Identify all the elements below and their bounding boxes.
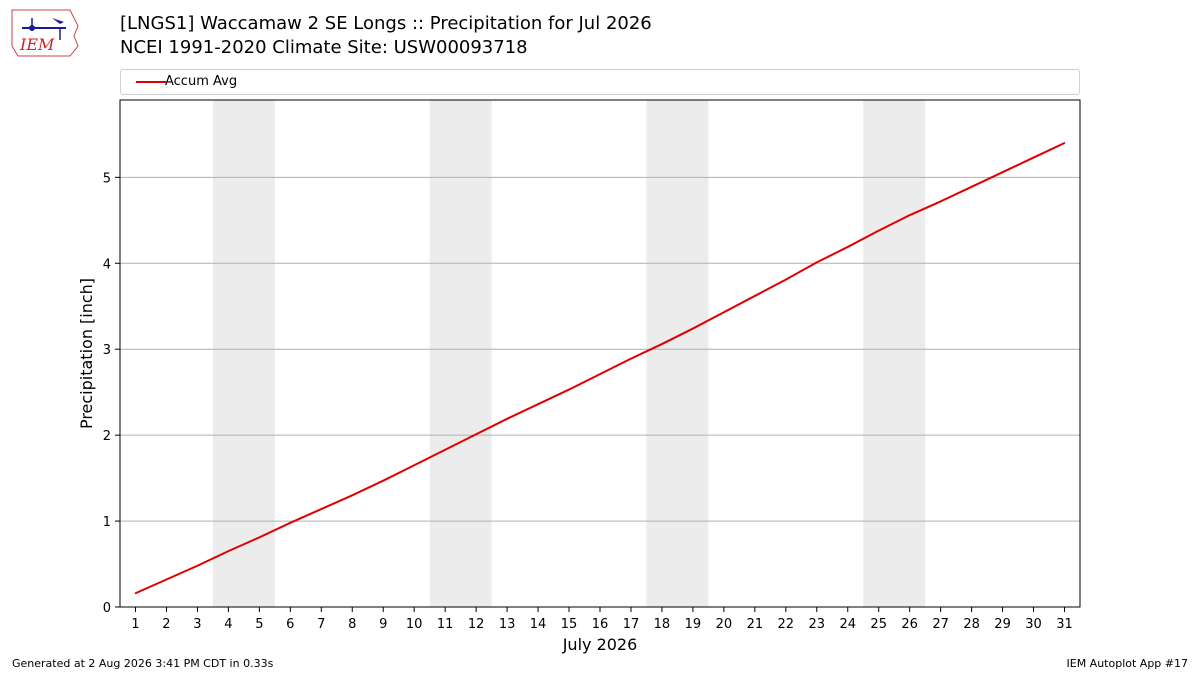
x-tick-label-30: 30 bbox=[1025, 617, 1042, 632]
generated-timestamp: Generated at 2 Aug 2026 3:41 PM CDT in 0… bbox=[12, 657, 274, 670]
series-point-day-9 bbox=[382, 479, 385, 482]
series-point-day-29 bbox=[1001, 171, 1004, 173]
x-axis-ticks: 1 2 3 4 5 6 7 8 9 10 11 12 13 14 15 16 17 18 19 20 21 22 23 24 2… bbox=[131, 607, 1073, 632]
series-point-day-19 bbox=[692, 327, 694, 330]
series-point-day-5 bbox=[258, 536, 261, 539]
x-tick-label-20: 20 bbox=[716, 617, 733, 632]
series-point-day-8 bbox=[351, 494, 354, 497]
series-point-day-28 bbox=[970, 185, 973, 188]
y-axis-ticks: 0 1 2 3 4 5 bbox=[103, 171, 120, 616]
y-tick-label-3: 3 bbox=[103, 343, 111, 358]
chart-title-line1: [LNGS1] Waccamaw 2 SE Longs :: Precipita… bbox=[120, 13, 652, 34]
x-tick-label-26: 26 bbox=[901, 617, 918, 632]
x-tick-label-24: 24 bbox=[839, 617, 856, 632]
series-point-day-22 bbox=[785, 278, 787, 281]
series-point-day-14 bbox=[537, 403, 539, 406]
chart-title: [LNGS1] Waccamaw 2 SE Longs :: Precipita… bbox=[120, 12, 652, 60]
series-point-day-20 bbox=[723, 311, 725, 314]
series-point-day-3 bbox=[196, 564, 199, 567]
x-tick-label-17: 17 bbox=[623, 617, 640, 632]
y-tick-label-2: 2 bbox=[103, 429, 111, 444]
x-tick-label-29: 29 bbox=[994, 617, 1011, 632]
series-point-day-31 bbox=[1063, 142, 1066, 144]
series-point-day-13 bbox=[506, 418, 508, 420]
autoplot-app-label: IEM Autoplot App #17 bbox=[1066, 657, 1189, 670]
series-point-day-24 bbox=[846, 246, 849, 248]
chart-title-line2: NCEI 1991-2020 Climate Site: USW00093718 bbox=[120, 37, 528, 58]
x-tick-label-22: 22 bbox=[778, 617, 795, 632]
series-point-day-12 bbox=[475, 433, 477, 436]
legend-swatch-accum-avg bbox=[136, 81, 166, 83]
series-point-day-6 bbox=[289, 521, 292, 524]
weekend-shade-1 bbox=[212, 100, 275, 607]
x-tick-label-4: 4 bbox=[224, 617, 232, 632]
x-tick-label-21: 21 bbox=[747, 617, 764, 632]
x-tick-label-18: 18 bbox=[654, 617, 671, 632]
x-tick-label-6: 6 bbox=[286, 617, 294, 632]
grid-layer bbox=[120, 176, 1080, 522]
iem-logo-text: IEM bbox=[19, 35, 55, 54]
x-tick-label-27: 27 bbox=[932, 617, 949, 632]
series-point-day-25 bbox=[877, 229, 880, 232]
x-tick-label-25: 25 bbox=[870, 617, 887, 632]
x-tick-label-1: 1 bbox=[131, 617, 139, 632]
x-tick-label-2: 2 bbox=[162, 617, 170, 632]
series-point-day-11 bbox=[444, 448, 446, 451]
y-tick-label-0: 0 bbox=[103, 601, 111, 616]
legend-label-accum-avg: Accum Avg bbox=[165, 74, 238, 89]
weekend-shade-2 bbox=[429, 100, 492, 607]
series-point-day-26 bbox=[908, 214, 911, 216]
iowa-outline-shape bbox=[11, 9, 79, 57]
y-tick-label-5: 5 bbox=[103, 171, 111, 186]
legend: Accum Avg bbox=[120, 69, 1080, 95]
x-tick-label-13: 13 bbox=[499, 617, 516, 632]
y-axis-label: Precipitation [inch] bbox=[77, 278, 96, 429]
series-point-day-15 bbox=[568, 388, 570, 391]
weekend-shading-layer bbox=[212, 100, 926, 607]
series-point-day-16 bbox=[599, 373, 601, 375]
x-tick-label-3: 3 bbox=[193, 617, 201, 632]
series-point-day-21 bbox=[754, 295, 756, 297]
series-point-day-2 bbox=[165, 578, 168, 581]
series-point-day-27 bbox=[939, 200, 942, 203]
x-tick-label-28: 28 bbox=[963, 617, 980, 632]
series-point-day-7 bbox=[320, 508, 323, 510]
x-tick-label-9: 9 bbox=[379, 617, 387, 632]
x-tick-label-7: 7 bbox=[317, 617, 325, 632]
y-tick-label-4: 4 bbox=[103, 257, 111, 272]
series-point-day-10 bbox=[413, 464, 415, 467]
x-tick-label-31: 31 bbox=[1056, 617, 1073, 632]
series-point-day-4 bbox=[227, 550, 230, 552]
x-tick-label-11: 11 bbox=[437, 617, 454, 632]
series-point-day-1 bbox=[134, 592, 137, 595]
x-tick-label-5: 5 bbox=[255, 617, 263, 632]
series-point-day-17 bbox=[630, 357, 632, 360]
weekend-shade-3 bbox=[646, 100, 709, 607]
x-tick-label-14: 14 bbox=[530, 617, 547, 632]
x-tick-label-16: 16 bbox=[592, 617, 609, 632]
series-point-day-23 bbox=[815, 261, 818, 264]
x-tick-label-15: 15 bbox=[561, 617, 578, 632]
x-axis-label: July 2026 bbox=[562, 635, 638, 654]
x-tick-label-23: 23 bbox=[809, 617, 826, 632]
series-point-day-30 bbox=[1032, 156, 1035, 159]
weekend-shade-4 bbox=[863, 100, 926, 607]
y-tick-label-1: 1 bbox=[103, 515, 111, 530]
series-layer bbox=[134, 142, 1066, 595]
x-tick-label-12: 12 bbox=[468, 617, 485, 632]
iem-logo: IEM bbox=[11, 9, 79, 57]
x-tick-label-8: 8 bbox=[348, 617, 356, 632]
series-point-day-18 bbox=[661, 343, 663, 345]
x-tick-label-19: 19 bbox=[685, 617, 702, 632]
x-tick-label-10: 10 bbox=[406, 617, 423, 632]
